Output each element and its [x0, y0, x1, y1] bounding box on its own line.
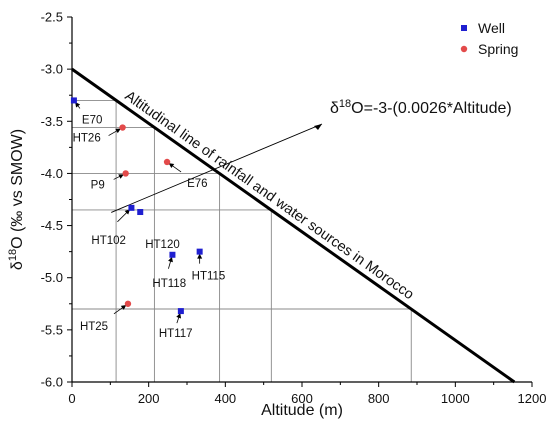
point-spring-e76	[163, 158, 171, 166]
point-label-ht25: HT25	[80, 321, 108, 333]
axis-labels: Altitude (m) δ18O (‰ vs SMOW)	[7, 129, 343, 419]
x-tick-label: 400	[214, 391, 236, 406]
point-label-ht102: HT102	[91, 235, 126, 247]
legend-label-spring: Spring	[478, 41, 518, 57]
point-arrow-head	[118, 174, 124, 179]
point-label-e76: E76	[187, 178, 207, 190]
x-tick-label: 1200	[518, 391, 547, 406]
point-spring-ht25	[124, 300, 132, 307]
legend: Well Spring	[460, 20, 518, 57]
y-tick-label: -4.0	[41, 166, 63, 181]
x-tick-label: 600	[291, 391, 313, 406]
reference-line-group: Altitudinal line of rainfall and water s…	[71, 67, 516, 384]
legend-label-well: Well	[478, 20, 505, 36]
point-well-ht120	[137, 209, 144, 216]
point-label-ht115: HT115	[192, 271, 226, 283]
reference-line	[71, 67, 516, 384]
y-axis-label-superscript: 18	[7, 249, 19, 261]
point-well-ht118	[169, 251, 176, 258]
data-points	[70, 97, 203, 315]
point-arrow-head	[115, 128, 121, 134]
point-arrow-head	[176, 312, 182, 319]
legend-marker-spring	[460, 45, 468, 53]
y-tick-label: -2.5	[41, 10, 63, 25]
y-tick-label: -3.5	[41, 114, 63, 129]
projection-lines	[72, 99, 412, 382]
point-label-ht26: HT26	[73, 133, 101, 145]
y-tick-label: -4.5	[41, 218, 63, 233]
point-arrow-head	[168, 256, 173, 263]
point-label-ht117: HT117	[159, 328, 193, 340]
equation-superscript: 18	[339, 98, 351, 110]
point-arrow-head	[120, 304, 127, 310]
equation-arrow-head	[314, 124, 322, 130]
y-tick-label: -6.0	[41, 375, 63, 390]
point-label-p9: P9	[91, 179, 105, 191]
y-tick-label: -5.0	[41, 270, 63, 285]
x-tick-label: 1000	[441, 391, 470, 406]
point-well-ht115	[196, 248, 203, 255]
point-spring-p9	[122, 170, 129, 177]
point-arrow-head	[197, 253, 203, 259]
point-arrow-head	[168, 163, 175, 169]
x-tick-label: 0	[68, 391, 75, 406]
x-tick-label: 200	[138, 391, 160, 406]
point-label-e70: E70	[82, 114, 102, 126]
point-well-ht117	[177, 308, 184, 315]
equation-arrow-line	[111, 123, 323, 213]
point-spring-ht26	[119, 124, 126, 131]
equation-delta: δ	[330, 100, 339, 117]
point-well-e70	[70, 97, 77, 104]
y-tick-label: -5.5	[41, 322, 63, 337]
axes: 0 200 400 600 800 1000 1200 -2.5 -3.0 -3.5 -4.0 -4.…	[41, 10, 547, 407]
reference-line-label: Altitudinal line of rainfall and water s…	[122, 88, 417, 303]
x-tick-label: 800	[368, 391, 390, 406]
y-axis-label-delta: δ	[9, 261, 26, 270]
y-axis-label-body: O (‰ vs SMOW)	[9, 129, 26, 249]
equation-body: O=-3-(0.0026*Altitude)	[351, 100, 512, 117]
point-label-ht118: HT118	[152, 278, 186, 290]
x-axis-label: Altitude (m)	[261, 402, 343, 419]
y-axis-label: δ18O (‰ vs SMOW)	[7, 129, 26, 270]
point-label-ht120: HT120	[145, 239, 180, 251]
equation-label: δ18O=-3-(0.0026*Altitude)	[330, 98, 512, 117]
point-well-ht102	[128, 204, 135, 211]
y-tick-label: -3.0	[41, 62, 63, 77]
legend-marker-well	[461, 25, 467, 31]
point-annotations: E70 HT102 HT120 HT118 HT115 HT117 HT26 P9 E76 HT2…	[73, 100, 226, 340]
